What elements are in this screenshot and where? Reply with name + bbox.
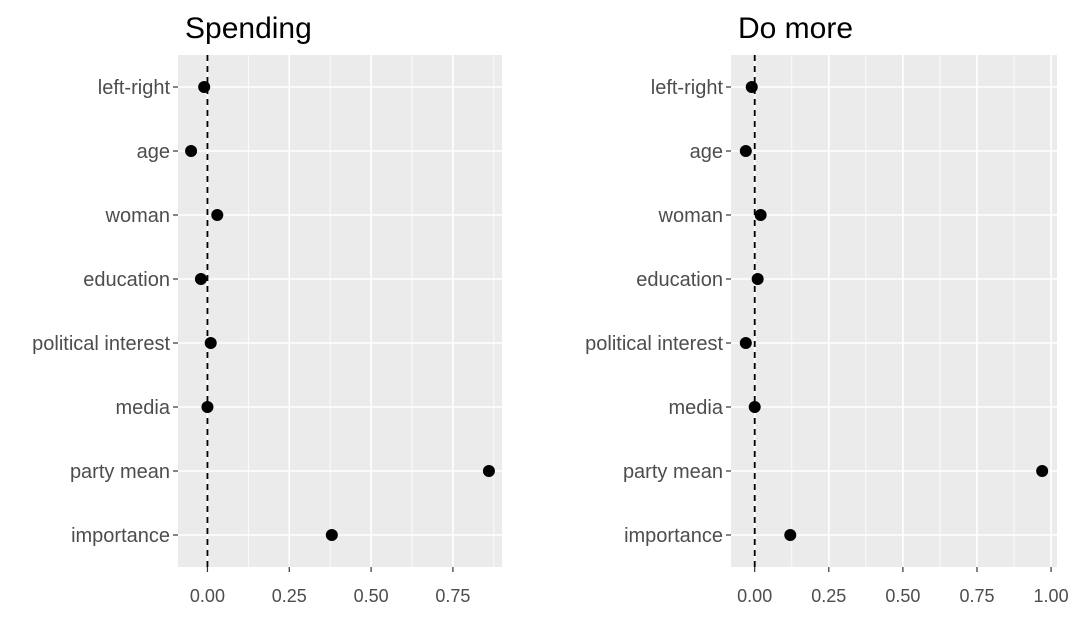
data-point (751, 273, 764, 285)
x-tick-label: 0.75 (959, 586, 994, 606)
data-point (784, 529, 797, 541)
panel-1: 0.00 0.25 0.50 0.75 left-right age woman educat… (32, 12, 502, 606)
y-tick-label: age (690, 141, 723, 163)
y-tick-label: party mean (70, 461, 170, 483)
data-point (194, 273, 207, 285)
data-point (745, 81, 758, 93)
y-tick-label: woman (105, 205, 170, 227)
y-tick-label: education (83, 269, 170, 291)
y-tick-label: media (669, 397, 724, 419)
y-tick-label: importance (624, 525, 723, 547)
data-point (739, 337, 752, 349)
y-tick-label: political interest (585, 333, 723, 355)
y-tick-label: media (116, 397, 171, 419)
data-point (204, 337, 217, 349)
data-point (482, 465, 495, 477)
panel-background (731, 55, 1057, 567)
x-tick-label: 0.50 (885, 586, 920, 606)
y-tick-label: political interest (32, 333, 170, 355)
data-point (739, 145, 752, 157)
panel-2: 0.00 0.25 0.50 0.75 1.00 left-right age woman ed… (585, 12, 1068, 606)
x-tick-label: 0.00 (190, 586, 225, 606)
panel-title: Spending (185, 12, 312, 45)
x-tick-label: 1.00 (1034, 586, 1069, 606)
data-point (211, 209, 224, 221)
data-point (201, 401, 214, 413)
panel-background (178, 55, 502, 567)
panel-title: Do more (738, 12, 853, 45)
y-tick-label: woman (658, 205, 723, 227)
x-tick-label: 0.75 (435, 586, 470, 606)
data-point (1036, 465, 1049, 477)
y-tick-label: left-right (98, 77, 171, 99)
data-point (748, 401, 761, 413)
x-tick-label: 0.25 (811, 586, 846, 606)
data-point (198, 81, 211, 93)
y-tick-label: education (636, 269, 723, 291)
y-tick-label: importance (71, 525, 170, 547)
y-tick-label: left-right (651, 77, 724, 99)
x-tick-label: 0.50 (354, 586, 389, 606)
x-tick-label: 0.00 (737, 586, 772, 606)
y-tick-label: party mean (623, 461, 723, 483)
x-tick-label: 0.25 (272, 586, 307, 606)
y-tick-label: age (137, 141, 170, 163)
data-point (185, 145, 198, 157)
data-point (754, 209, 767, 221)
data-point (325, 529, 338, 541)
